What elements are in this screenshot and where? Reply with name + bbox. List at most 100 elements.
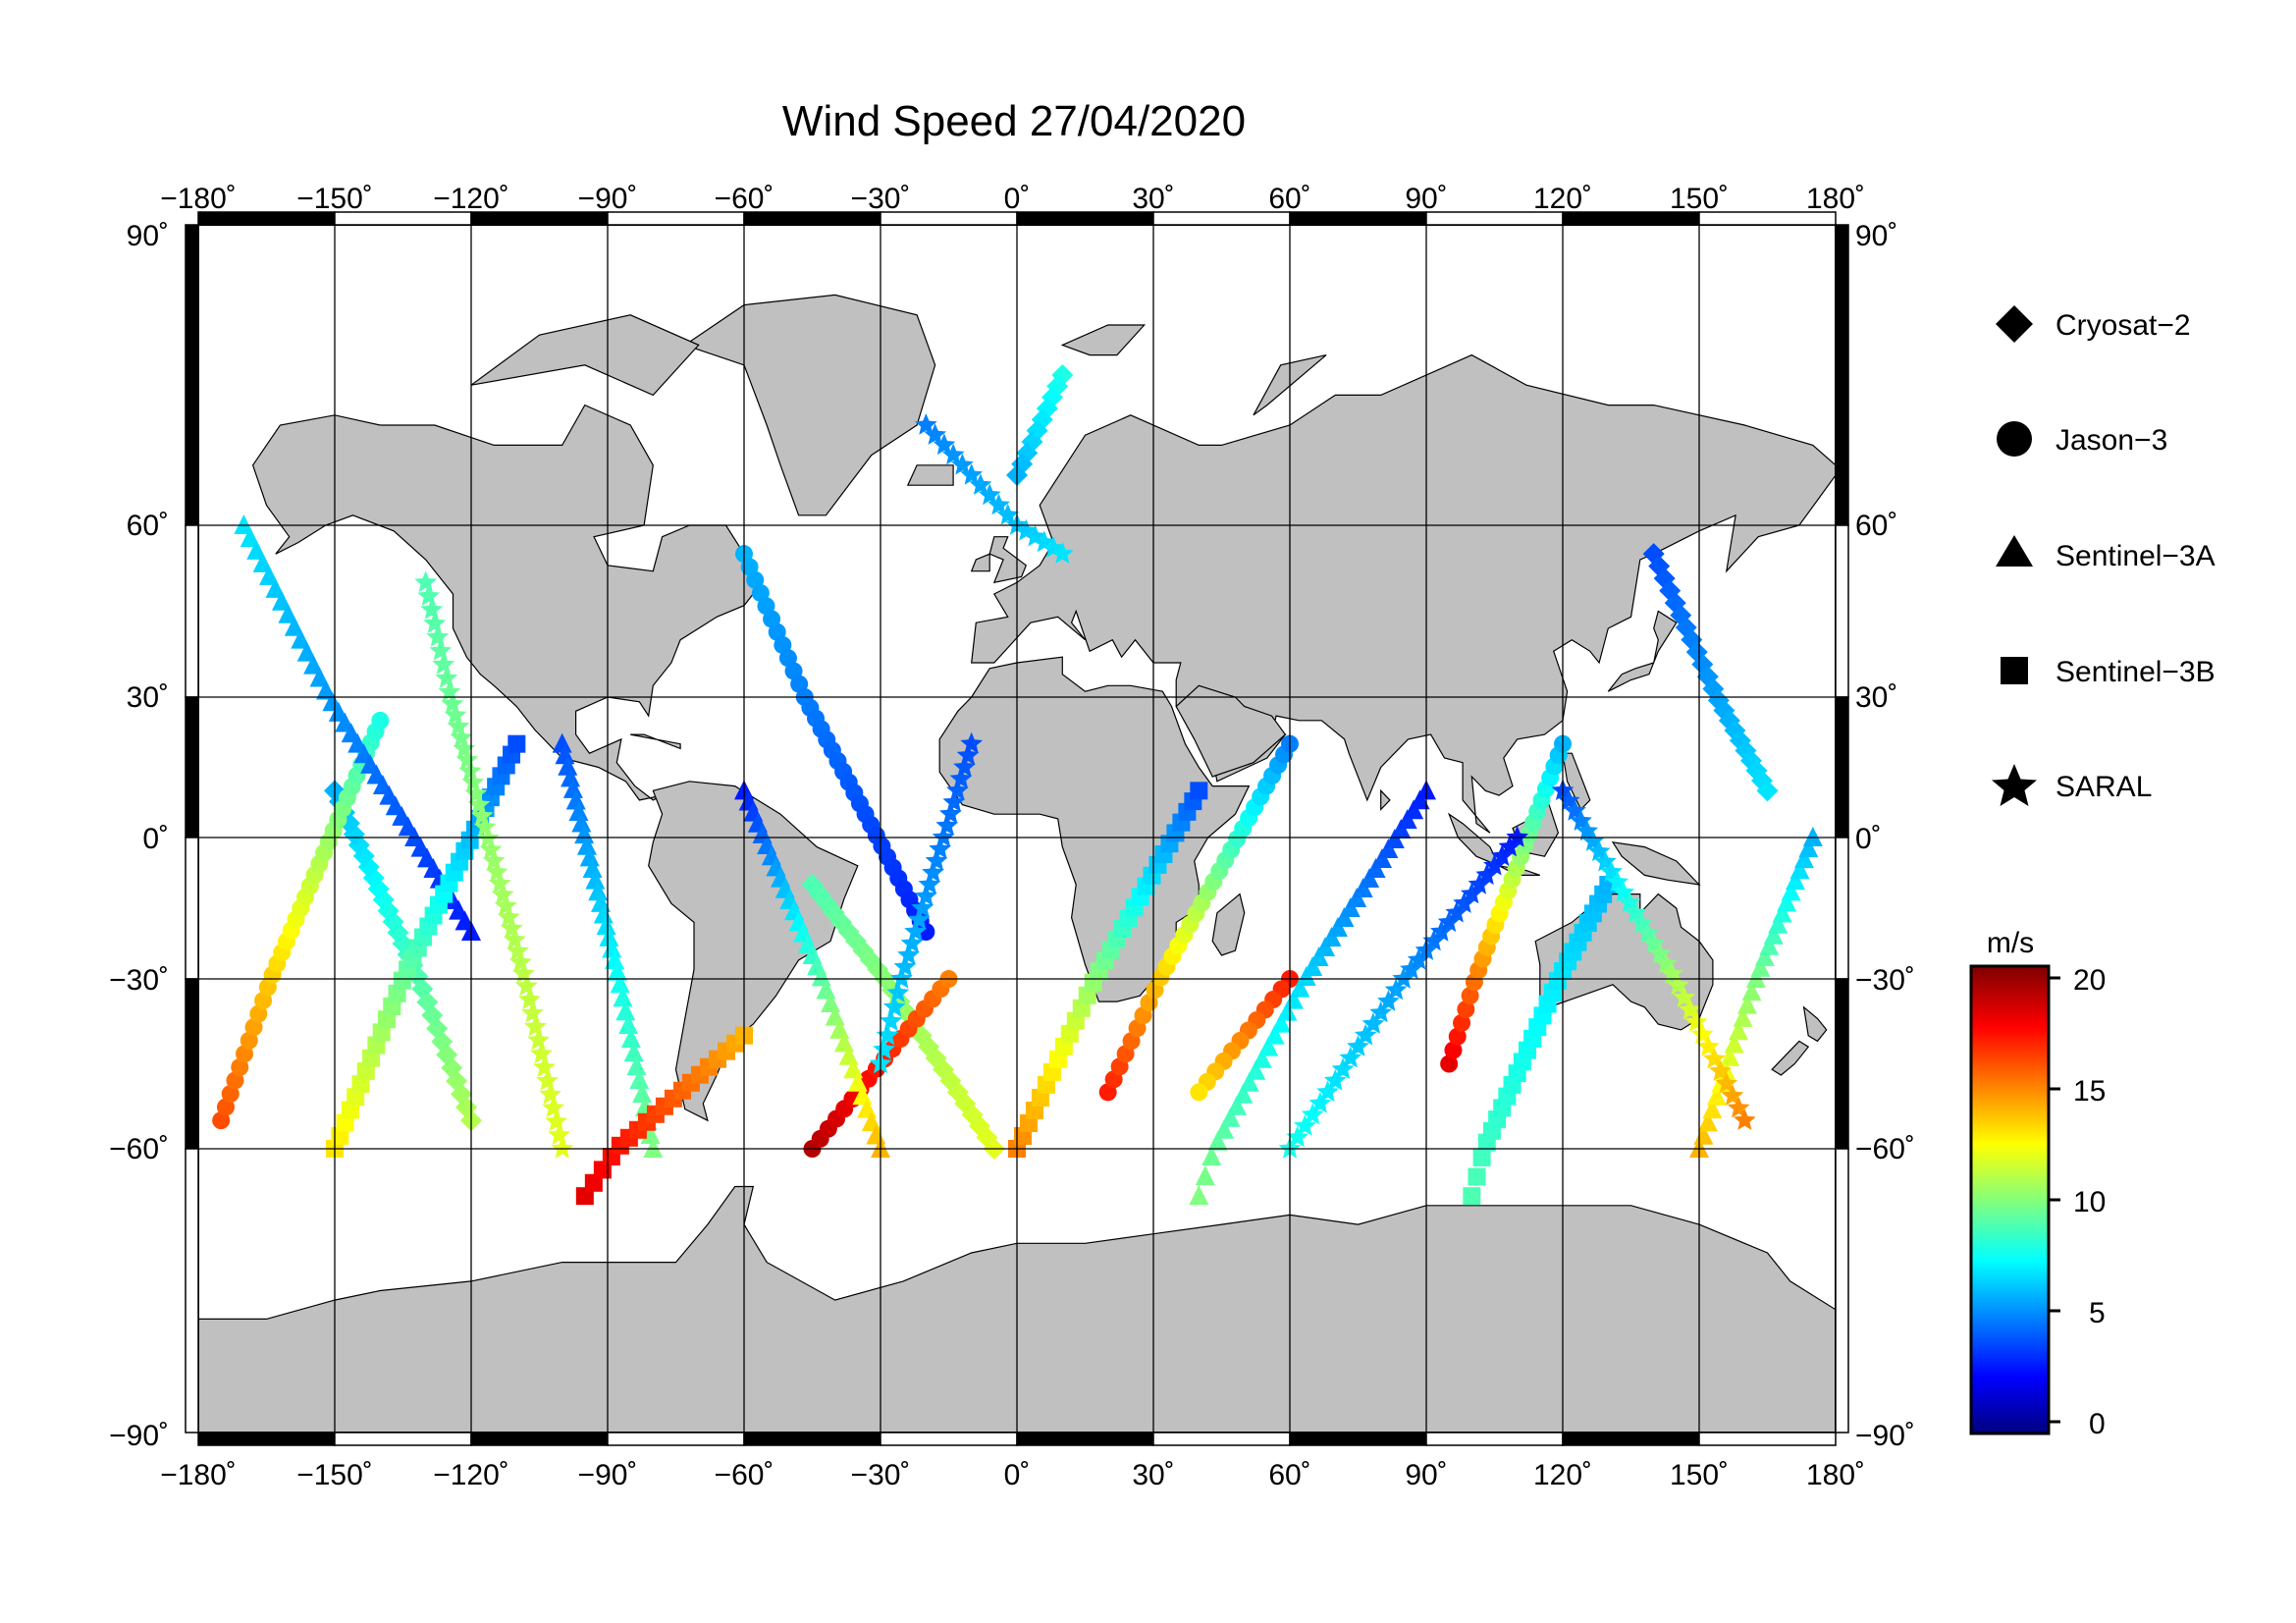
track-point	[929, 838, 951, 859]
track-point	[599, 926, 619, 947]
track-point	[467, 792, 491, 815]
lon-label: −150˚	[296, 1459, 373, 1491]
lon-label: −120˚	[433, 183, 509, 215]
track-point	[1252, 1048, 1272, 1068]
track-point	[435, 667, 458, 688]
track-point	[212, 1111, 231, 1130]
track-point	[1498, 835, 1522, 857]
track-point	[1745, 968, 1766, 988]
track-point	[527, 1028, 550, 1051]
colorbar-gradient	[1969, 964, 2051, 1435]
track-point	[533, 1055, 556, 1077]
track-point	[1316, 1080, 1339, 1102]
legend-label: Sentinel−3A	[2056, 540, 2216, 572]
track-point	[946, 779, 969, 800]
track-point	[508, 950, 532, 972]
lon-label: −60˚	[715, 1459, 774, 1491]
lon-label: −90˚	[578, 1459, 638, 1491]
track-point	[461, 771, 485, 792]
track-point	[1277, 1001, 1298, 1021]
track-point	[1777, 892, 1797, 912]
track-point	[610, 973, 630, 994]
colorbar-tick-label: 5	[2089, 1297, 2106, 1329]
lat-label: −30˚	[1855, 964, 1915, 997]
track-point	[956, 743, 980, 766]
track-point	[620, 1028, 641, 1049]
track-point	[602, 938, 622, 958]
track-point	[485, 860, 508, 883]
track-point	[1190, 782, 1208, 800]
track-point	[922, 861, 944, 883]
map-area	[185, 211, 1849, 1446]
track-point	[371, 711, 390, 730]
track-point	[960, 731, 984, 754]
track-point	[1802, 827, 1823, 846]
track-point	[1720, 1046, 1740, 1066]
track-point	[414, 570, 438, 592]
track-point	[1453, 892, 1475, 913]
legend-label: Jason−3	[2056, 424, 2167, 457]
frame-band	[1698, 211, 1837, 226]
track-point	[530, 1042, 553, 1064]
track-point	[246, 539, 267, 560]
lon-label: 90˚	[1405, 1459, 1447, 1491]
track-point	[1294, 1113, 1316, 1136]
madagascar	[1211, 893, 1246, 956]
track-point	[558, 755, 578, 776]
track-point	[1258, 1036, 1279, 1056]
legend-item-jason: Jason−3	[1997, 421, 2167, 457]
track-point	[629, 1069, 650, 1090]
track-point	[900, 932, 924, 953]
track-point	[453, 736, 476, 759]
track-point	[426, 625, 450, 647]
lon-label: 150˚	[1670, 1459, 1729, 1491]
square-icon	[2001, 657, 2028, 684]
track-point	[886, 981, 910, 1003]
graticule	[198, 225, 1836, 1433]
track-point	[1195, 1165, 1215, 1186]
track-point	[417, 584, 441, 606]
track-point	[234, 514, 254, 534]
track-point	[423, 612, 447, 633]
track-point	[491, 883, 514, 905]
track-point	[562, 778, 583, 798]
track-point	[1444, 1041, 1463, 1059]
track-point	[1702, 1099, 1723, 1119]
track-point	[914, 413, 937, 435]
caribbean	[630, 733, 681, 750]
frame-band	[1835, 1148, 1849, 1434]
track-point	[1448, 1027, 1467, 1046]
track-point	[1362, 1012, 1385, 1034]
track-point	[1445, 900, 1468, 923]
track-point	[996, 503, 1020, 525]
track-point	[1468, 1167, 1486, 1186]
circle-icon	[1997, 421, 2032, 457]
track-point	[596, 915, 616, 936]
track-point	[221, 1085, 240, 1104]
track-point	[623, 1042, 644, 1062]
track-point	[1457, 1000, 1475, 1018]
track-point	[231, 1057, 249, 1076]
track-point	[801, 874, 824, 895]
new-zealand-n	[1802, 1005, 1828, 1043]
track-point	[585, 869, 606, 890]
track-point	[507, 734, 526, 753]
track-point	[615, 1001, 636, 1021]
track-point	[1768, 913, 1789, 934]
track-point	[1463, 1187, 1481, 1206]
track-point	[1461, 987, 1479, 1005]
track-point	[1392, 967, 1415, 989]
lat-label: −30˚	[109, 964, 169, 997]
track-point	[1189, 1185, 1209, 1206]
track-point	[1472, 1148, 1491, 1166]
track-point	[432, 653, 455, 675]
frame-band	[1835, 837, 1849, 980]
track-point	[1207, 1130, 1228, 1151]
star-icon	[1992, 764, 2037, 806]
track-point	[643, 1138, 664, 1158]
track-point	[935, 814, 959, 836]
north-america	[251, 404, 764, 801]
track-point	[1789, 859, 1810, 880]
track-point	[1369, 1001, 1393, 1023]
track-point	[494, 893, 517, 916]
